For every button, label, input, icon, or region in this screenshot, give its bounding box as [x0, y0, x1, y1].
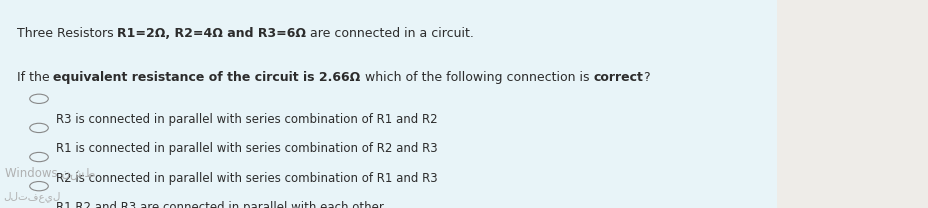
Text: equivalent resistance of the circuit is 2.66Ω: equivalent resistance of the circuit is … — [53, 71, 360, 84]
Text: R1,R2 and R3 are connected in parallel with each other: R1,R2 and R3 are connected in parallel w… — [56, 201, 383, 208]
Text: R1 is connected in parallel with series combination of R2 and R3: R1 is connected in parallel with series … — [56, 142, 437, 156]
Bar — [776, 0, 928, 208]
Text: Windows نشط: Windows نشط — [5, 166, 95, 180]
Text: R2 is connected in parallel with series combination of R1 and R3: R2 is connected in parallel with series … — [56, 172, 437, 185]
Text: R1=2Ω, R2=4Ω and R3=6Ω: R1=2Ω, R2=4Ω and R3=6Ω — [117, 27, 306, 40]
Text: which of the following connection is: which of the following connection is — [360, 71, 592, 84]
Text: are connected in a circuit.: are connected in a circuit. — [306, 27, 473, 40]
Text: correct: correct — [592, 71, 642, 84]
Text: ?: ? — [642, 71, 649, 84]
Bar — [0, 0, 776, 208]
Text: Three Resistors: Three Resistors — [17, 27, 117, 40]
Text: If the: If the — [17, 71, 53, 84]
Text: R3 is connected in parallel with series combination of R1 and R2: R3 is connected in parallel with series … — [56, 113, 437, 126]
Text: للتفعيل: للتفعيل — [3, 191, 60, 202]
